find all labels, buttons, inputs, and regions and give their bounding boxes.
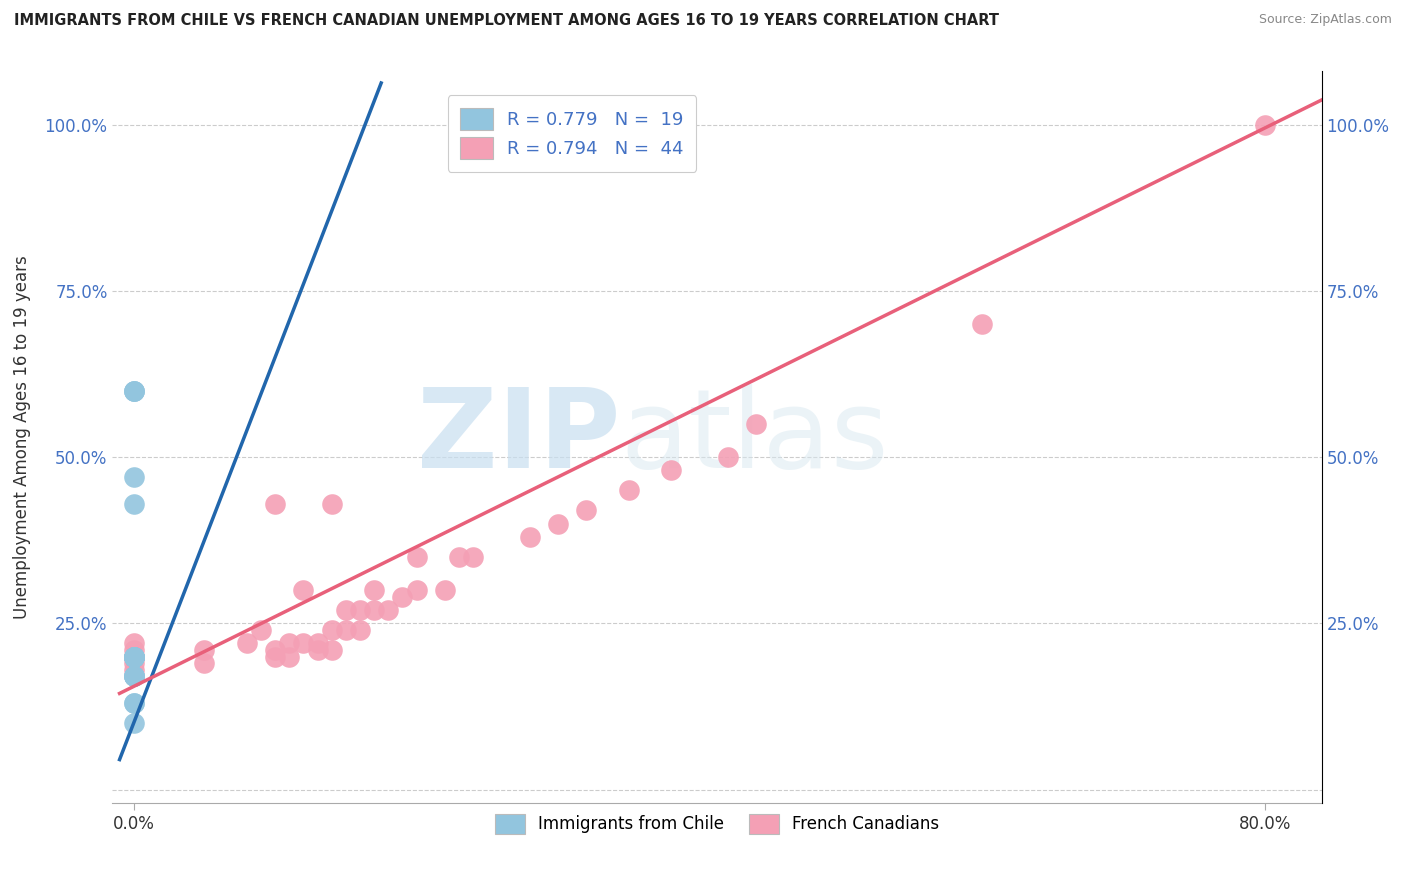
Point (193, 656, 215, 670)
Point (122, 649, 145, 664)
Point (972, 317, 994, 331)
Point (122, 669, 145, 683)
Point (433, 582, 456, 597)
Point (122, 663, 145, 677)
Point (122, 669, 145, 683)
Point (122, 649, 145, 664)
Point (547, 516, 569, 531)
Point (122, 656, 145, 670)
Point (122, 470, 145, 484)
Point (292, 636, 315, 650)
Point (122, 649, 145, 664)
Point (122, 384, 145, 398)
Point (264, 649, 287, 664)
Point (447, 549, 470, 564)
Point (405, 549, 427, 564)
Point (363, 582, 385, 597)
Point (349, 603, 371, 617)
Point (659, 463, 682, 477)
Point (122, 643, 145, 657)
Point (122, 497, 145, 511)
Point (278, 649, 301, 664)
Point (335, 603, 357, 617)
Point (122, 696, 145, 710)
Point (122, 649, 145, 664)
Point (292, 582, 315, 597)
Point (122, 649, 145, 664)
Text: ZIP: ZIP (418, 384, 620, 491)
Point (122, 636, 145, 650)
Point (405, 582, 427, 597)
Point (377, 603, 399, 617)
Point (122, 649, 145, 664)
Point (349, 623, 371, 637)
Point (745, 417, 768, 431)
Point (122, 384, 145, 398)
Point (363, 603, 385, 617)
Point (575, 503, 598, 517)
Point (122, 696, 145, 710)
Point (264, 497, 287, 511)
Point (122, 716, 145, 731)
Point (321, 497, 343, 511)
Point (335, 623, 357, 637)
Point (122, 649, 145, 664)
Y-axis label: Unemployment Among Ages 16 to 19 years: Unemployment Among Ages 16 to 19 years (13, 255, 31, 619)
Point (250, 623, 273, 637)
Point (236, 636, 259, 650)
Point (278, 636, 301, 650)
Text: atlas: atlas (620, 384, 889, 491)
Point (122, 649, 145, 664)
Point (307, 636, 329, 650)
Point (717, 450, 740, 464)
Point (519, 530, 541, 544)
Point (193, 643, 215, 657)
Point (321, 643, 343, 657)
Text: IMMIGRANTS FROM CHILE VS FRENCH CANADIAN UNEMPLOYMENT AMONG AGES 16 TO 19 YEARS : IMMIGRANTS FROM CHILE VS FRENCH CANADIAN… (14, 13, 1000, 29)
Point (122, 669, 145, 683)
Point (307, 643, 329, 657)
Point (617, 483, 640, 498)
Point (391, 590, 413, 604)
Point (461, 549, 484, 564)
Point (1254, 118, 1277, 132)
Point (122, 649, 145, 664)
Text: Source: ZipAtlas.com: Source: ZipAtlas.com (1258, 13, 1392, 27)
Point (122, 384, 145, 398)
Legend: Immigrants from Chile, French Canadians: Immigrants from Chile, French Canadians (484, 802, 950, 846)
Point (264, 643, 287, 657)
Point (122, 669, 145, 683)
Point (321, 623, 343, 637)
